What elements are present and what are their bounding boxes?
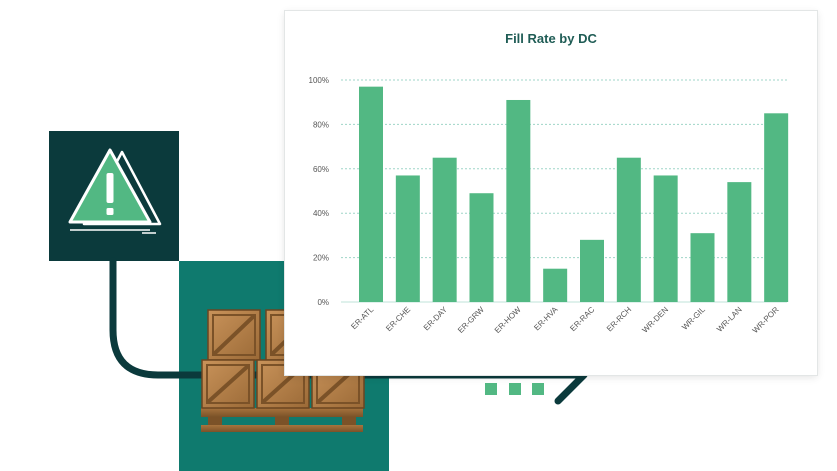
dot-2 bbox=[509, 383, 521, 395]
warning-triangle-icon bbox=[68, 148, 162, 234]
fill-rate-bar-chart: 0%20%40%60%80%100% ER-ATL ER-CHE ER-DAY ER-… bbox=[309, 76, 789, 335]
bar-er-rch bbox=[616, 157, 641, 302]
x-tick-label: ER-HOW bbox=[493, 305, 523, 335]
bar-er-day bbox=[432, 157, 457, 302]
y-tick-label: 60% bbox=[313, 165, 329, 174]
x-tick-label: ER-ATL bbox=[349, 305, 375, 331]
dot-1 bbox=[485, 383, 497, 395]
x-tick-label: ER-RAC bbox=[568, 305, 596, 333]
y-tick-label: 40% bbox=[313, 209, 329, 218]
y-tick-label: 80% bbox=[313, 120, 329, 129]
bar-er-atl bbox=[359, 86, 383, 302]
y-tick-label: 0% bbox=[317, 298, 329, 307]
x-tick-label: WR-DEN bbox=[640, 305, 670, 335]
bar-er-che bbox=[395, 175, 420, 302]
x-tick-label: ER-HVA bbox=[532, 305, 560, 333]
chart-card: Fill Rate by DC 0% 20% 40% 60% 80% 100% ER-AT… bbox=[285, 11, 817, 375]
bar-er-hva bbox=[543, 268, 568, 302]
bar-wr-lan bbox=[727, 182, 752, 302]
dot-3 bbox=[532, 383, 544, 395]
y-tick-label: 20% bbox=[313, 254, 329, 263]
progress-dots bbox=[485, 383, 544, 395]
bar-er-grw bbox=[469, 193, 494, 302]
x-tick-label: ER-RCH bbox=[605, 305, 634, 334]
x-tick-label: ER-GRW bbox=[456, 305, 486, 335]
x-tick-label: ER-CHE bbox=[384, 305, 412, 333]
bar-wr-por bbox=[764, 113, 789, 302]
bar-er-how bbox=[506, 99, 531, 302]
connector-line bbox=[109, 257, 584, 379]
x-tick-label: WR-LAN bbox=[715, 305, 744, 334]
bar-wr-den bbox=[653, 175, 678, 302]
bar-er-rac bbox=[580, 239, 604, 302]
x-tick-label: WR-GIL bbox=[680, 305, 707, 332]
x-axis-ticks: ER-ATL ER-CHE ER-DAY ER-GRW ER-HOW ER-HVA ER-R… bbox=[349, 305, 780, 335]
y-axis-ticks: 0% 20% 40% 60% 80% 100% bbox=[309, 76, 329, 307]
bars bbox=[359, 86, 789, 302]
bar-wr-gil bbox=[690, 233, 715, 302]
chart-title: Fill Rate by DC bbox=[505, 31, 597, 46]
x-tick-label: WR-POR bbox=[751, 305, 781, 335]
y-tick-label: 100% bbox=[309, 76, 329, 85]
x-tick-label: ER-DAY bbox=[422, 305, 450, 333]
